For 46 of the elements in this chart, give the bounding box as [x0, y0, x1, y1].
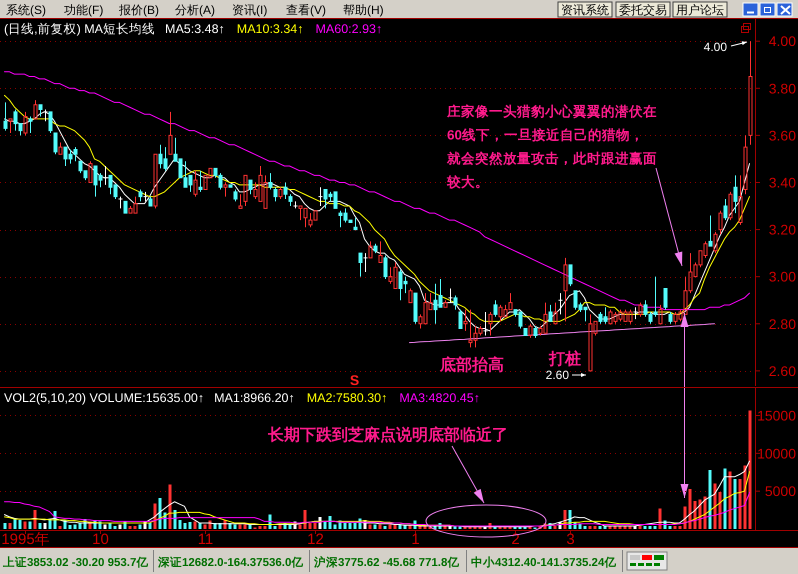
annotation: 资讯(I)	[232, 3, 268, 17]
ytick-label: 3.60	[768, 127, 796, 144]
annotation: 2.60	[546, 368, 569, 382]
xtick-label: 10	[92, 531, 109, 548]
annotation: 系统(S)	[6, 3, 46, 17]
ytick-label: 10000	[757, 445, 796, 462]
annotation: 4.00	[704, 40, 727, 54]
annotation: S	[350, 372, 360, 388]
xtick-label: 12	[307, 531, 324, 548]
legend-item: MA3:4820.45↑	[399, 391, 480, 405]
annotation: 中小4312.40-141.3735.24亿	[471, 557, 616, 569]
xtick-label: 1	[411, 531, 420, 548]
annotation: 深证12682.0-164.37536.0亿	[158, 557, 304, 569]
title: (日线,前复权) MA短长均线	[4, 22, 156, 36]
ytick-label: 3.20	[768, 222, 796, 238]
ytick-label: 3.80	[768, 80, 796, 96]
annotation: 上证3853.02 -30.20 953.7亿	[3, 557, 148, 569]
ytick-label: 3.00	[768, 268, 796, 285]
annotation: 查看(V)	[286, 3, 326, 17]
annotation: 用户论坛	[676, 3, 724, 17]
title: VOL2(5,10,20) VOLUME:15635.00↑	[4, 391, 204, 405]
ytick-label: 3.40	[768, 174, 796, 190]
ytick-label: 2.80	[768, 316, 796, 332]
annotation: 长期下跌到芝麻点说明底部临近了	[268, 427, 508, 444]
ytick-label: 5000	[764, 483, 796, 500]
annotation: 打桩	[549, 351, 581, 368]
xtick-label: 3	[566, 531, 575, 548]
legend-item: MA2:7580.30↑	[306, 391, 388, 405]
ytick-label: 15000	[757, 407, 796, 424]
legend-item: MA5:3.48↑	[165, 22, 225, 36]
legend-item: MA1:8966.20↑	[214, 391, 295, 405]
annotation: 功能(F)	[64, 3, 104, 17]
xtick-label: 11	[198, 531, 214, 548]
annotation: 帮助(H)	[343, 3, 384, 17]
annotation: 报价(B)	[119, 3, 159, 17]
legend-item: MA10:3.34↑	[236, 22, 304, 36]
xtick-label: 1995年	[1, 531, 50, 548]
legend-item: MA60:2.93↑	[316, 22, 382, 36]
annotation: 底部抬高	[440, 357, 504, 374]
annotation: 分析(A)	[175, 3, 215, 17]
ytick-label: 2.60	[768, 362, 796, 379]
annotation: 沪深3775.62 -45.68 771.8亿	[314, 557, 460, 569]
ytick-label: 4.00	[768, 33, 796, 50]
annotation: 庄家像一头猎豹小心翼翼的潜伏在60线下，一旦接近自己的猎物，就会突然放量攻击，此时跟进赢面较大。	[447, 104, 657, 190]
annotation: 资讯系统	[561, 3, 609, 17]
annotation: 委托交易	[619, 3, 667, 17]
